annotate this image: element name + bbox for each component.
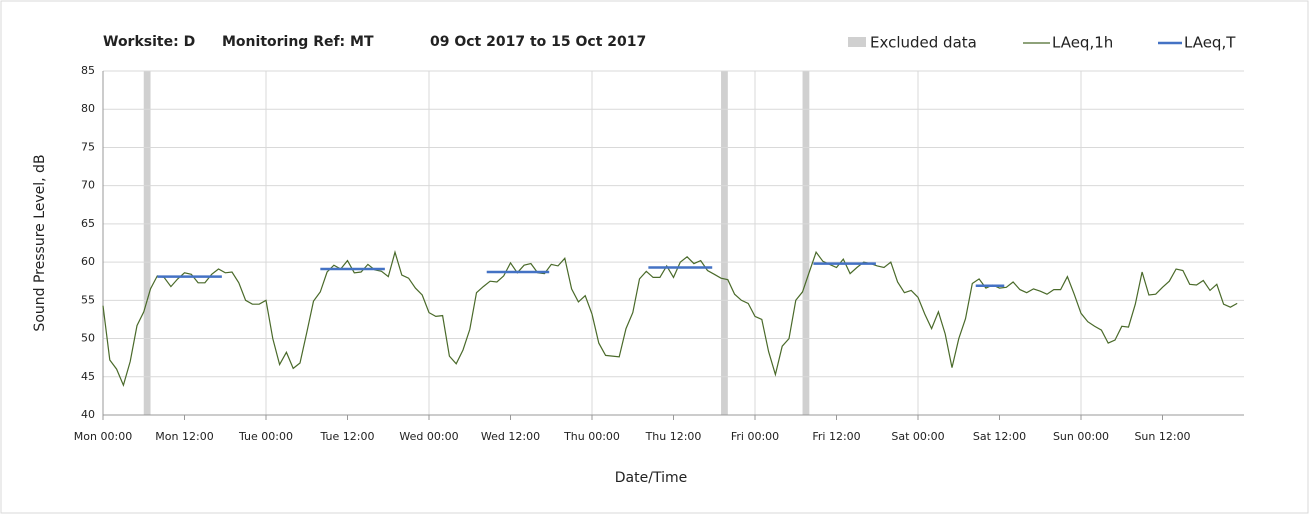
x-tick-label: Fri 00:00 — [731, 430, 779, 443]
x-tick-label: Fri 12:00 — [812, 430, 860, 443]
y-tick-label: 70 — [81, 179, 95, 192]
y-tick-label: 60 — [81, 255, 95, 268]
x-tick-label: Sat 12:00 — [973, 430, 1026, 443]
y-tick-label: 40 — [81, 408, 95, 421]
x-tick-label: Sun 00:00 — [1053, 430, 1109, 443]
excluded-band — [143, 71, 151, 415]
x-tick-label: Tue 12:00 — [320, 430, 375, 443]
x-tick-label: Sat 00:00 — [891, 430, 944, 443]
x-axis-label: Date/Time — [615, 470, 687, 486]
excluded-band — [802, 71, 810, 415]
x-tick-label: Wed 00:00 — [399, 430, 458, 443]
legend-label: Excluded data — [870, 34, 977, 52]
x-tick-label: Tue 00:00 — [238, 430, 293, 443]
chart-title: Worksite: D — [103, 34, 195, 50]
y-tick-label: 80 — [81, 102, 95, 115]
y-tick-label: 75 — [81, 140, 95, 153]
x-tick-label: Thu 12:00 — [645, 430, 702, 443]
legend-swatch — [848, 37, 866, 47]
x-tick-label: Mon 00:00 — [74, 430, 132, 443]
x-tick-label: Thu 00:00 — [563, 430, 620, 443]
chart-title: 09 Oct 2017 to 15 Oct 2017 — [430, 34, 646, 50]
x-tick-label: Wed 12:00 — [481, 430, 540, 443]
legend-label: LAeq,T — [1184, 34, 1236, 52]
excluded-band — [721, 71, 728, 415]
y-tick-label: 85 — [81, 64, 95, 77]
y-tick-label: 45 — [81, 370, 95, 383]
legend-label: LAeq,1h — [1052, 34, 1113, 52]
series-line — [102, 250, 1238, 387]
x-tick-label: Sun 12:00 — [1134, 430, 1190, 443]
y-axis-label: Sound Pressure Level, dB — [32, 154, 48, 331]
x-tick-label: Mon 12:00 — [155, 430, 213, 443]
y-tick-label: 65 — [81, 217, 95, 230]
chart-title: Monitoring Ref: MT — [222, 34, 374, 50]
y-tick-label: 55 — [81, 293, 95, 306]
y-tick-label: 50 — [81, 332, 95, 345]
